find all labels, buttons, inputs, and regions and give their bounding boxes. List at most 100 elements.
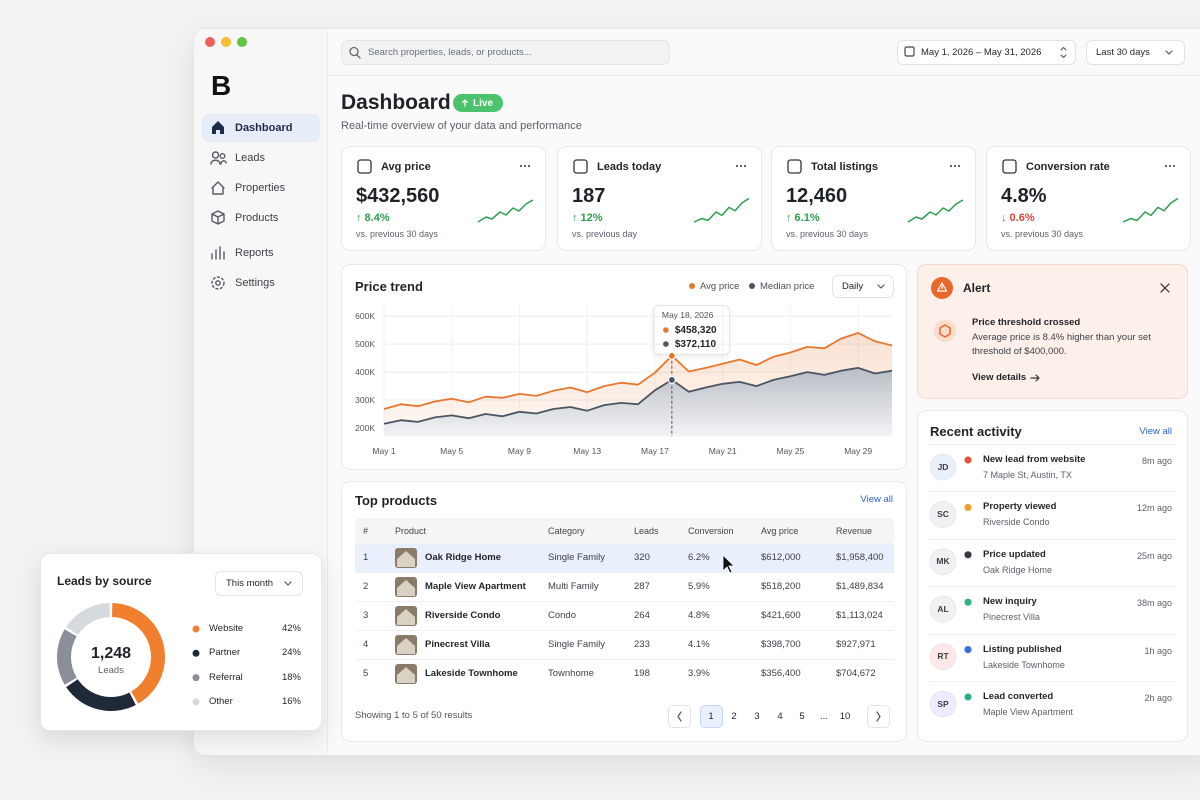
activity-time: 8m ago: [1141, 456, 1172, 466]
period-select: This month: [226, 577, 273, 589]
kpi-change: ↑ 12%: [572, 212, 603, 224]
page-number[interactable]: ...: [820, 710, 828, 722]
y-tick-label: 400K: [355, 366, 375, 377]
nav-item[interactable]: Products: [235, 212, 279, 224]
legend-label: Website: [209, 623, 244, 634]
column-header: Avg price: [761, 526, 799, 536]
legend-label: Partner: [209, 647, 241, 659]
table-cell: 4: [363, 639, 369, 650]
kpi-change: ↑ 6.1%: [786, 212, 820, 224]
chart-title: Leads by source: [57, 574, 152, 588]
column-header: Revenue: [836, 526, 873, 536]
table-cell: $421,600: [761, 610, 801, 621]
table-cell: 287: [634, 581, 650, 592]
table-cell: $1,113,024: [836, 610, 883, 621]
activity-divider: [929, 586, 1176, 588]
activity-time: 38m ago: [1136, 598, 1172, 609]
table-cell: $1,958,400: [836, 552, 884, 563]
table-cell: 6.2%: [688, 552, 710, 563]
activity-item-title: Price updated: [983, 548, 1046, 560]
page-number[interactable]: 4: [777, 710, 783, 722]
logo: B: [211, 70, 232, 101]
view-all-link[interactable]: View all: [860, 494, 893, 505]
nav-item[interactable]: Settings: [235, 277, 275, 289]
value-label: 42%: [281, 623, 301, 634]
x-tick-label: May 1: [372, 445, 396, 456]
column-header: Leads: [634, 526, 659, 536]
activity-time: 1h ago: [1144, 645, 1172, 656]
table-cell: $518,200: [761, 581, 801, 592]
table-cell: 5.9%: [688, 581, 710, 592]
view-all-link[interactable]: View all: [1139, 426, 1172, 437]
table-header: [355, 518, 894, 544]
nav-item[interactable]: Reports: [235, 247, 274, 259]
activity-title: Recent activity: [930, 423, 1022, 439]
page-subtitle: Real-time overview of your data and perf…: [341, 120, 582, 132]
activity-item-detail: Maple View Apartment: [983, 707, 1073, 717]
page-number[interactable]: 5: [799, 710, 805, 722]
table-footer: Showing 1 to 5 of 50 results: [355, 710, 473, 721]
tooltip-value: $458,320: [674, 324, 717, 336]
live-badge-text: Live: [473, 97, 494, 109]
product-name: Oak Ridge Home: [425, 552, 502, 563]
x-tick-label: May 29: [844, 445, 873, 456]
tooltip-date: May 18, 2026: [661, 309, 714, 320]
table-cell: Condo: [548, 610, 576, 621]
kpi-label: Leads today: [597, 161, 662, 173]
activity-item-detail: Riverside Condo: [983, 517, 1050, 528]
x-tick-label: May 13: [573, 445, 602, 456]
kpi-card: [557, 146, 762, 251]
topbar-divider: [328, 75, 1200, 76]
alert-heading: Price threshold crossed: [972, 317, 1081, 328]
page-prev[interactable]: [668, 705, 691, 728]
table-cell: Multi Family: [548, 581, 599, 592]
page-next[interactable]: [867, 705, 890, 728]
activity-divider: [929, 444, 1176, 445]
table-cell: 4.1%: [688, 639, 710, 650]
nav-item[interactable]: Properties: [235, 182, 286, 194]
daily-select[interactable]: [832, 275, 894, 298]
donut-label: Leads: [98, 665, 124, 676]
table-cell: 320: [634, 552, 650, 563]
page-number[interactable]: 3: [754, 710, 760, 722]
alert-link[interactable]: View details: [972, 372, 1027, 383]
date-picker[interactable]: [897, 40, 1076, 65]
row-divider: [355, 659, 894, 660]
donut-total: 1,248: [90, 644, 132, 662]
table-cell: 4.8%: [688, 610, 710, 621]
activity-item-detail: Pinecrest Villa: [983, 612, 1040, 623]
avatar-initials: JD: [937, 461, 949, 472]
kpi-card: [341, 146, 546, 251]
activity-item-detail: Lakeside Townhome: [983, 659, 1065, 670]
tooltip-value: $372,110: [674, 338, 717, 350]
column-header: #: [363, 526, 369, 536]
table-cell: 264: [634, 610, 650, 621]
page-number[interactable]: 2: [731, 710, 737, 722]
table-cell: Single Family: [548, 639, 606, 650]
kpi-note: vs. previous 30 days: [356, 229, 439, 239]
y-tick-label: 500K: [355, 338, 375, 349]
nav-item[interactable]: Leads: [235, 152, 265, 164]
value-label: 24%: [281, 647, 301, 659]
table-cell: Single Family: [548, 552, 606, 563]
x-tick-label: May 25: [776, 445, 805, 456]
table-cell: $398,700: [761, 639, 801, 650]
nav-item[interactable]: Dashboard: [235, 122, 293, 134]
x-tick-label: May 17: [640, 445, 669, 456]
table-title: Top products: [355, 492, 438, 508]
page-number[interactable]: 10: [839, 710, 851, 722]
product-name: Lakeside Townhome: [425, 668, 518, 679]
x-tick-label: May 9: [507, 445, 532, 456]
activity-divider: [929, 491, 1176, 493]
kpi-change: ↑ 8.4%: [356, 212, 390, 224]
y-tick-label: 200K: [355, 422, 375, 433]
table-cell: $356,400: [761, 668, 801, 679]
search-box[interactable]: [341, 40, 670, 65]
column-header: Category: [548, 526, 585, 536]
table-cell: $1,489,834: [836, 581, 884, 592]
kpi-label: Conversion rate: [1026, 161, 1110, 173]
page-current[interactable]: [700, 705, 723, 728]
page-number[interactable]: 1: [708, 710, 714, 722]
kpi-value: 12,460: [786, 185, 848, 207]
live-badge: [453, 94, 503, 112]
